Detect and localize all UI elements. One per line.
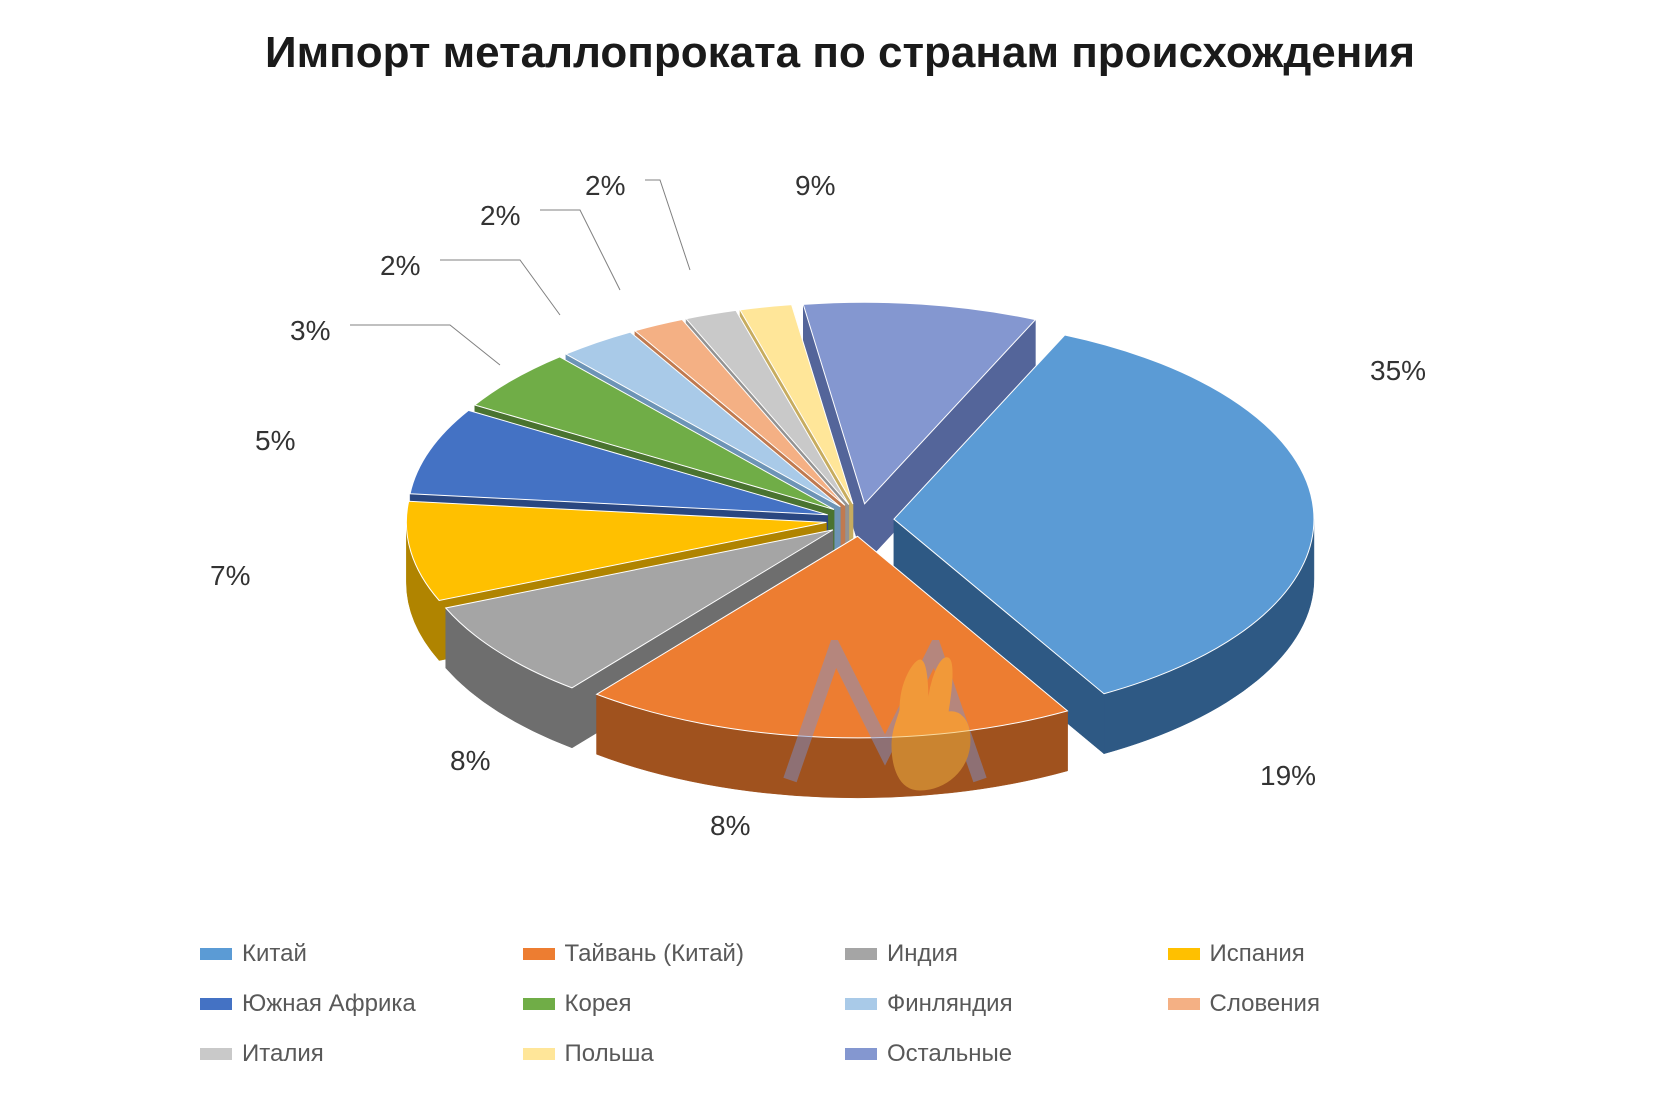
legend-swatch	[523, 998, 555, 1010]
legend-label: Словения	[1210, 990, 1320, 1018]
legend-label: Тайвань (Китай)	[565, 940, 744, 968]
legend-swatch	[523, 1048, 555, 1060]
legend: Китай Тайвань (Китай) Индия Испания Южная Аф…	[200, 940, 1480, 1068]
legend-label: Корея	[565, 990, 632, 1018]
legend-swatch	[200, 1048, 232, 1060]
legend-item: Остальные	[845, 1040, 1158, 1068]
slice-label: 9%	[795, 170, 835, 202]
legend-swatch	[200, 998, 232, 1010]
legend-label: Финляндия	[887, 990, 1013, 1018]
legend-item: Индия	[845, 940, 1158, 968]
legend-swatch	[1168, 998, 1200, 1010]
slice-label: 5%	[255, 425, 295, 457]
legend-item: Тайвань (Китай)	[523, 940, 836, 968]
legend-swatch	[523, 948, 555, 960]
slice-label: 7%	[210, 560, 250, 592]
legend-label: Италия	[242, 1040, 324, 1068]
legend-item: Испания	[1168, 940, 1481, 968]
slice-label: 8%	[450, 745, 490, 777]
legend-label: Китай	[242, 940, 307, 968]
legend-item: Корея	[523, 990, 836, 1018]
legend-item: Финляндия	[845, 990, 1158, 1018]
legend-item: Италия	[200, 1040, 513, 1068]
chart-container: Импорт металлопроката по странам происхо…	[0, 0, 1680, 1117]
legend-label: Польша	[565, 1040, 654, 1068]
legend-label: Индия	[887, 940, 958, 968]
slice-label: 19%	[1260, 760, 1316, 792]
legend-item: Польша	[523, 1040, 836, 1068]
legend-swatch	[845, 948, 877, 960]
legend-swatch	[200, 948, 232, 960]
legend-swatch	[845, 998, 877, 1010]
chart-title: Импорт металлопроката по странам происхо…	[0, 28, 1680, 78]
slice-label: 3%	[290, 315, 330, 347]
slice-label: 8%	[710, 810, 750, 842]
slice-label: 2%	[585, 170, 625, 202]
legend-item: Южная Африка	[200, 990, 513, 1018]
legend-item: Словения	[1168, 990, 1481, 1018]
pie-chart: 35% 19% 8% 8% 7% 5% 3% 2% 2% 2% 9%	[80, 140, 1600, 900]
legend-item: Китай	[200, 940, 513, 968]
slice-label: 35%	[1370, 355, 1426, 387]
legend-swatch	[1168, 948, 1200, 960]
legend-label: Остальные	[887, 1040, 1012, 1068]
legend-label: Южная Африка	[242, 990, 416, 1018]
legend-swatch	[845, 1048, 877, 1060]
legend-label: Испания	[1210, 940, 1305, 968]
slice-label: 2%	[380, 250, 420, 282]
slice-label: 2%	[480, 200, 520, 232]
